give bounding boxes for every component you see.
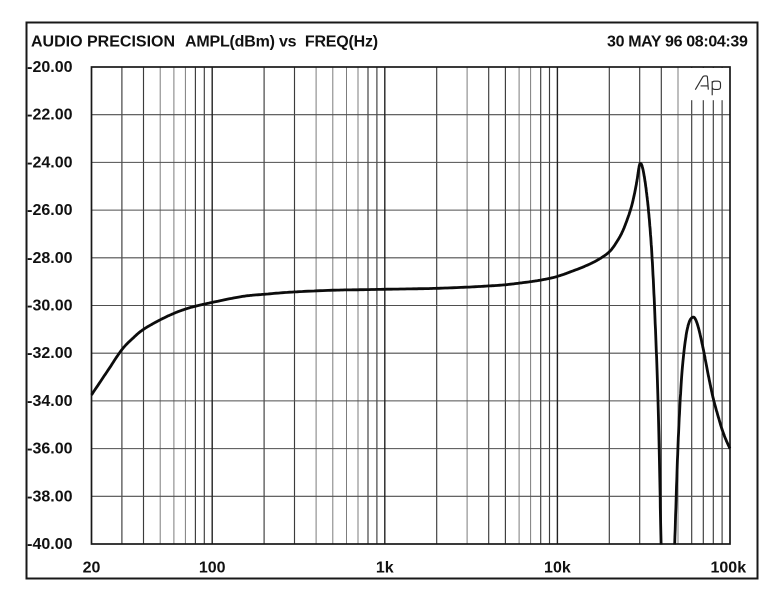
svg-text:-30.00: -30.00 bbox=[27, 298, 72, 315]
svg-text:30 MAY 96 08:04:39: 30 MAY 96 08:04:39 bbox=[607, 34, 748, 51]
svg-text:-28.00: -28.00 bbox=[27, 250, 72, 267]
svg-text:AMPL(dBm) vs FREQ(Hz): AMPL(dBm) vs FREQ(Hz) bbox=[185, 34, 378, 51]
svg-text:-32.00: -32.00 bbox=[27, 345, 72, 362]
svg-text:-22.00: -22.00 bbox=[27, 107, 72, 124]
svg-text:-26.00: -26.00 bbox=[27, 202, 72, 219]
svg-text:-40.00: -40.00 bbox=[27, 536, 72, 553]
svg-text:-36.00: -36.00 bbox=[27, 441, 72, 458]
svg-text:-20.00: -20.00 bbox=[27, 59, 72, 76]
svg-text:AUDIO PRECISION: AUDIO PRECISION bbox=[31, 34, 175, 51]
svg-text:100k: 100k bbox=[711, 559, 747, 576]
svg-text:-24.00: -24.00 bbox=[27, 154, 72, 171]
svg-text:-38.00: -38.00 bbox=[27, 488, 72, 505]
svg-text:20: 20 bbox=[83, 559, 101, 576]
svg-text:1k: 1k bbox=[376, 559, 394, 576]
svg-text:100: 100 bbox=[199, 559, 226, 576]
svg-text:10k: 10k bbox=[544, 559, 571, 576]
svg-text:-34.00: -34.00 bbox=[27, 393, 72, 410]
